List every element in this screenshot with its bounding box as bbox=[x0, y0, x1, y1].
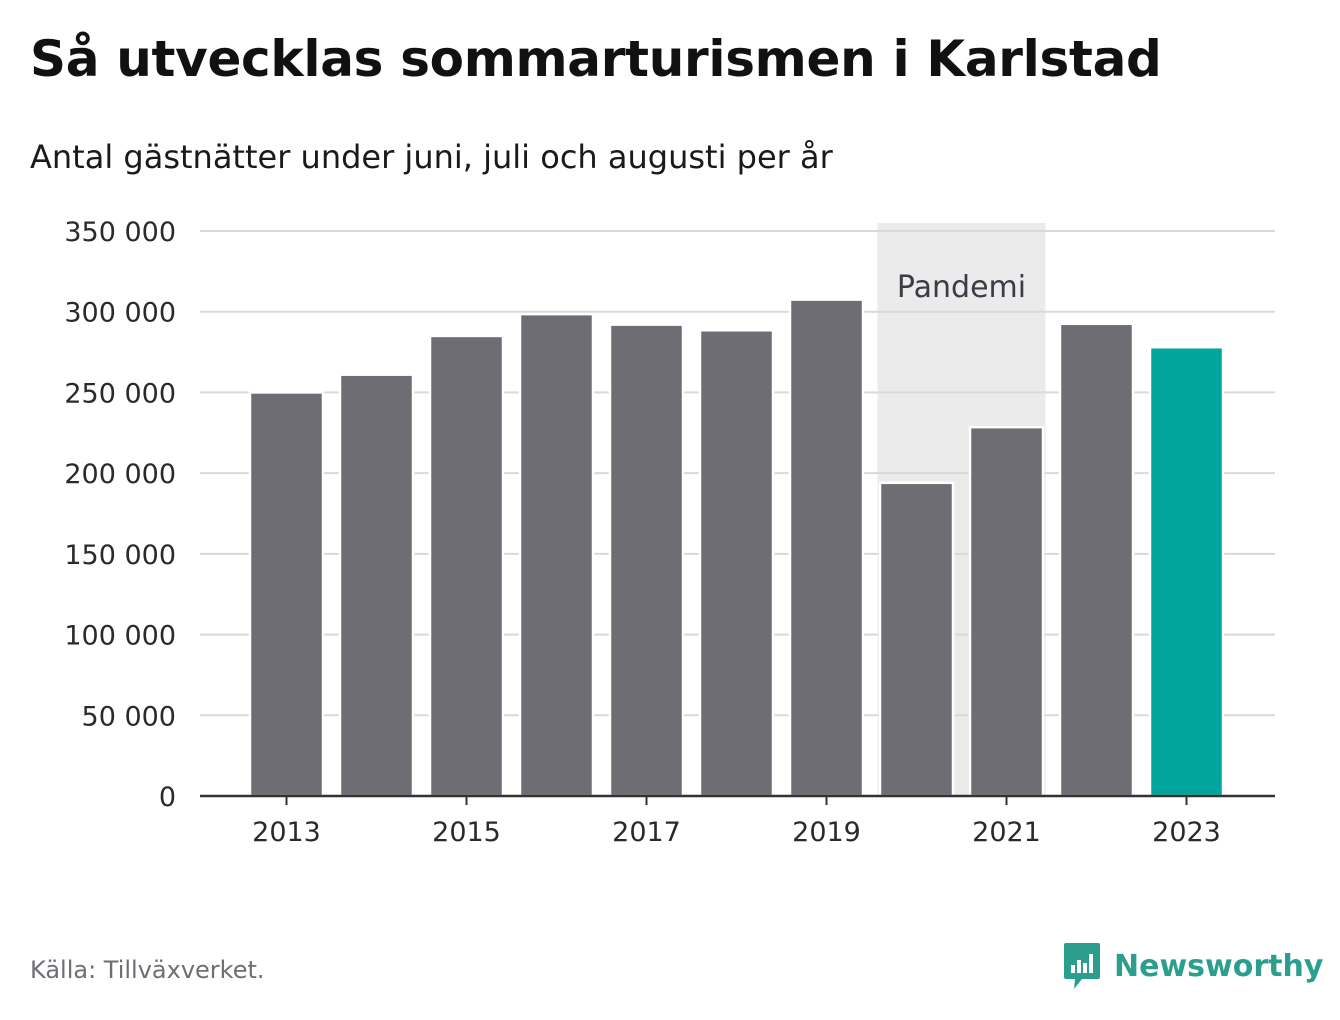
x-tick-label-2019: 2019 bbox=[792, 817, 861, 848]
bar-2019 bbox=[788, 298, 865, 798]
y-tick-label-50000: 50 000 bbox=[82, 701, 176, 732]
bar-2021 bbox=[968, 425, 1045, 798]
bar-2017 bbox=[608, 323, 685, 798]
source-note: Källa: Tillväxverket. bbox=[30, 956, 265, 984]
annotation-label-pandemi: Pandemi bbox=[897, 270, 1026, 305]
x-tick-label-2023: 2023 bbox=[1152, 817, 1221, 848]
y-tick-label-200000: 200 000 bbox=[64, 459, 176, 490]
bar-2023 bbox=[1148, 345, 1225, 798]
brand-logo: Newsworthy bbox=[1062, 940, 1323, 992]
y-tick-label-350000: 350 000 bbox=[64, 217, 176, 248]
bar-2018 bbox=[698, 329, 775, 798]
x-axis-tick-labels: 2013 2015 2017 2019 2021 2023 bbox=[252, 817, 1221, 848]
bars bbox=[248, 298, 1225, 798]
x-axis bbox=[200, 794, 1275, 805]
bar-2013 bbox=[248, 391, 325, 798]
bar-2022 bbox=[1058, 322, 1135, 798]
chart-title: Så utvecklas sommarturismen i Karlstad bbox=[30, 30, 1162, 88]
bar-2014 bbox=[338, 373, 415, 798]
x-tick-label-2021: 2021 bbox=[972, 817, 1041, 848]
newsworthy-logo-icon bbox=[1064, 943, 1100, 989]
brand-name: Newsworthy bbox=[1114, 948, 1324, 984]
x-tick-label-2015: 2015 bbox=[432, 817, 501, 848]
bar-2016 bbox=[518, 312, 595, 798]
bar-2015 bbox=[428, 334, 505, 798]
y-tick-label-100000: 100 000 bbox=[64, 621, 176, 652]
y-axis-tick-labels: 0 50 000 100 000 150 000 200 000 250 000 300 0… bbox=[64, 217, 176, 813]
bar-chart: 0 50 000 100 000 150 000 200 000 250 000 300 0… bbox=[64, 217, 1275, 848]
y-tick-label-250000: 250 000 bbox=[64, 378, 176, 409]
x-tick-label-2013: 2013 bbox=[252, 817, 321, 848]
chart-subtitle: Antal gästnätter under juni, juli och au… bbox=[30, 138, 833, 176]
y-tick-label-300000: 300 000 bbox=[64, 298, 176, 329]
y-tick-label-0: 0 bbox=[159, 782, 176, 813]
bar-2020 bbox=[878, 481, 955, 798]
y-tick-label-150000: 150 000 bbox=[64, 540, 176, 571]
x-tick-label-2017: 2017 bbox=[612, 817, 681, 848]
